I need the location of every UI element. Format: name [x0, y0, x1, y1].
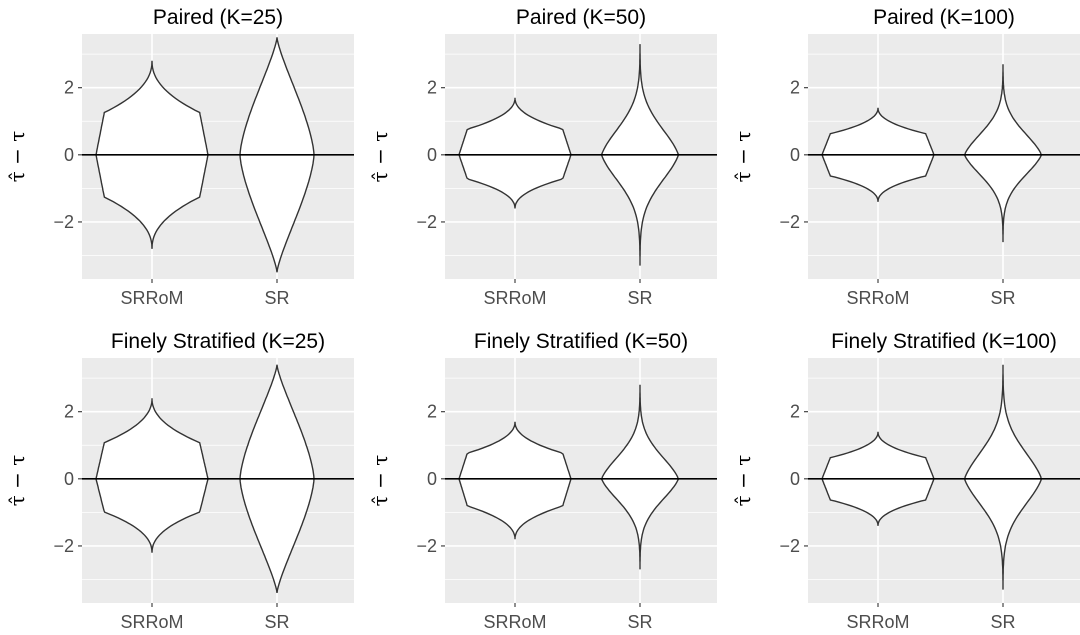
panel-5: −2 0 2 SRRoM SR Finely Stratified (K=50) τ̂ − …: [368, 330, 717, 632]
panel-4-title: Finely Stratified (K=25): [111, 330, 325, 353]
panel-1-ytick-label: −2: [53, 212, 74, 232]
panel-2-title: Paired (K=50): [516, 6, 646, 29]
panel-3-ytick-label: 0: [790, 145, 800, 165]
panel-4-ylabel: τ̂ − τ: [5, 455, 29, 507]
panel-2: −2 0 2 SRRoM SR Paired (K=50) τ̂ − τ: [368, 6, 717, 308]
panel-3-title: Paired (K=100): [873, 6, 1015, 29]
panel-4-ytick-label: −2: [53, 536, 74, 556]
panel-5-title: Finely Stratified (K=50): [474, 330, 688, 353]
panel-6-ytick-label: 0: [790, 469, 800, 489]
panel-4-violin-srrom: [95, 398, 209, 553]
panel-6-ylabel: τ̂ − τ: [731, 455, 755, 507]
panel-2-ylabel: τ̂ − τ: [368, 131, 392, 183]
panel-6-ytick-label: −2: [779, 536, 800, 556]
panel-6-ytick-label: 2: [790, 402, 800, 422]
panel-1-xtick-label-sr: SR: [264, 288, 289, 308]
panel-1-ytick-label: 0: [64, 145, 74, 165]
panel-2-ytick-label: −2: [416, 212, 437, 232]
panel-3-ylabel: τ̂ − τ: [731, 131, 755, 183]
panel-6-title: Finely Stratified (K=100): [831, 330, 1057, 353]
panel-6-violin-sr: [964, 364, 1042, 590]
panel-5-ytick-label: 0: [427, 469, 437, 489]
panel-4: −2 0 2 SRRoM SR Finely Stratified (K=25) τ̂ − …: [5, 330, 354, 632]
panel-4-xtick-label-sr: SR: [264, 612, 289, 632]
panel-2-xtick-label-sr: SR: [627, 288, 652, 308]
panel-4-xtick-label-srrom: SRRoM: [120, 612, 183, 632]
panel-2-violin-srrom: [458, 97, 572, 209]
panel-1-xtick-label-srrom: SRRoM: [120, 288, 183, 308]
panel-3-ytick-label: −2: [779, 212, 800, 232]
panel-2-xtick-label-srrom: SRRoM: [483, 288, 546, 308]
panel-3-xtick-label-srrom: SRRoM: [846, 288, 909, 308]
panel-5-violin-sr: [601, 384, 679, 570]
panel-3-violin-sr: [964, 64, 1042, 243]
panel-5-violin-srrom: [458, 421, 572, 540]
panel-6-xtick-label-srrom: SRRoM: [846, 612, 909, 632]
panel-1-ylabel: τ̂ − τ: [5, 131, 29, 183]
panel-1: −2 0 2 SRRoM SR Paired (K=25) τ̂ − τ: [5, 6, 354, 308]
panel-5-xtick-label-sr: SR: [627, 612, 652, 632]
panel-3-ytick-label: 2: [790, 78, 800, 98]
panel-3: −2 0 2 SRRoM SR Paired (K=100) τ̂ − τ: [731, 6, 1080, 308]
panel-6-xtick-label-sr: SR: [990, 612, 1015, 632]
panel-1-title: Paired (K=25): [153, 6, 283, 29]
panel-5-ytick-label: −2: [416, 536, 437, 556]
panel-5-ylabel: τ̂ − τ: [368, 455, 392, 507]
panel-4-ytick-label: 0: [64, 469, 74, 489]
panel-3-xtick-label-sr: SR: [990, 288, 1015, 308]
panel-5-ytick-label: 2: [427, 402, 437, 422]
panel-6: −2 0 2 SRRoM SR Finely Stratified (K=100) τ̂ −…: [731, 330, 1080, 632]
panel-4-ytick-label: 2: [64, 402, 74, 422]
panel-2-ytick-label: 2: [427, 78, 437, 98]
panel-2-ytick-label: 0: [427, 145, 437, 165]
panel-1-ytick-label: 2: [64, 78, 74, 98]
panel-5-xtick-label-srrom: SRRoM: [483, 612, 546, 632]
